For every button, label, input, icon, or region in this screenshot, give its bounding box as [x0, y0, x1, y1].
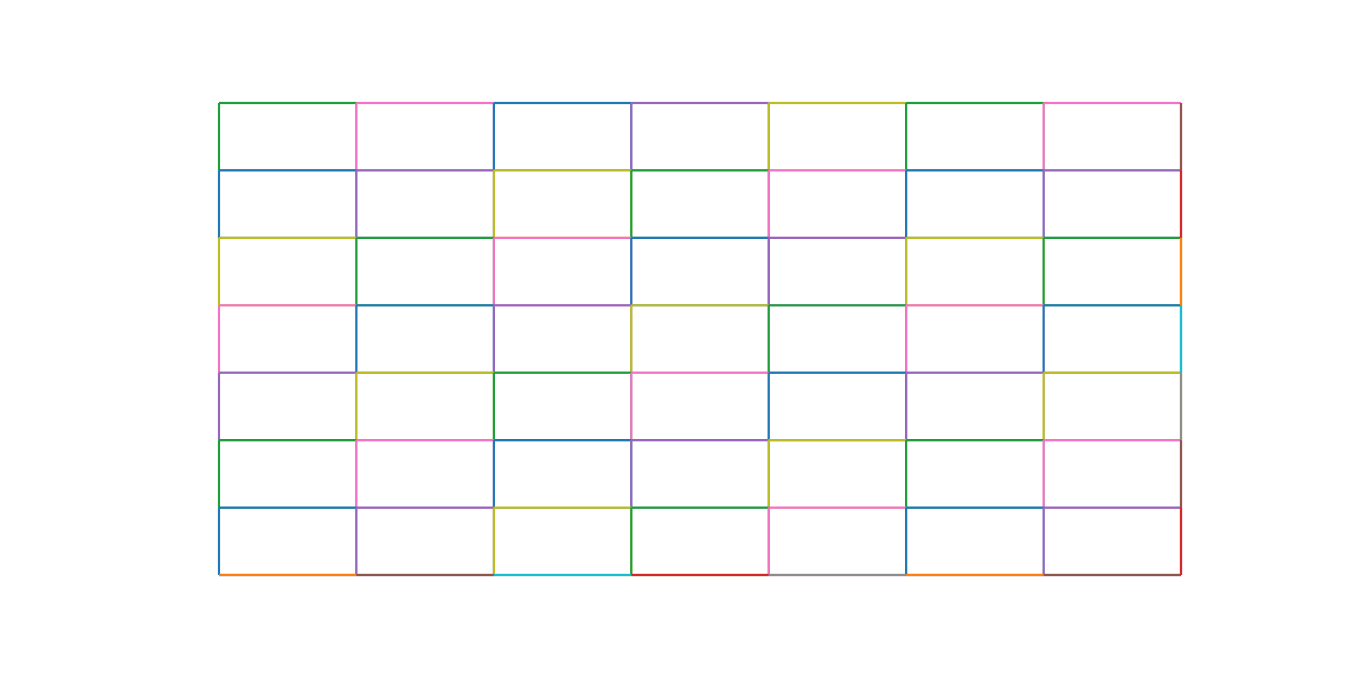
- trailing-edges-layer: [219, 103, 1183, 577]
